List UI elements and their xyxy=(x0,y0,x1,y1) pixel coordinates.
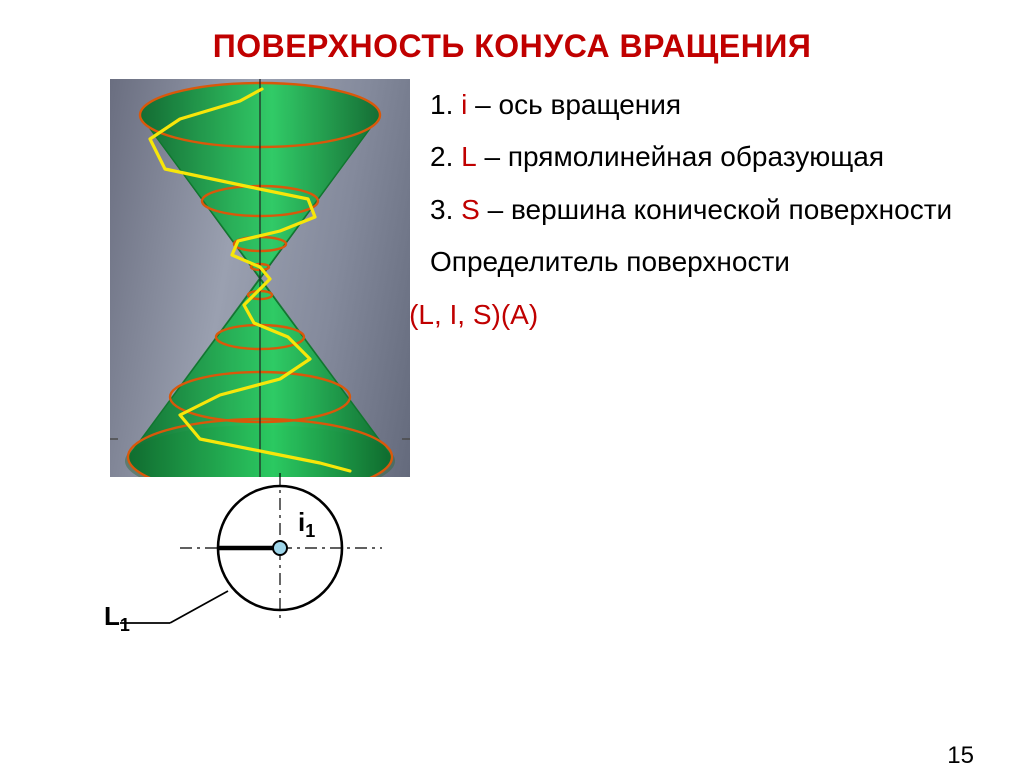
item-number: 1. xyxy=(430,89,461,120)
definition-item: 2. L – прямолинейная образующая xyxy=(430,139,994,175)
item-text: ось вращения xyxy=(499,89,682,120)
plan-svg xyxy=(110,473,410,643)
definition-list: 1. i – ось вращения 2. L – прямолинейная … xyxy=(430,87,994,228)
item-dash: – xyxy=(477,141,508,172)
determinant-formula: Ф (L, I, S)(A) xyxy=(430,297,994,333)
content-row: i1 L1 1. i – ось вращения2. L – прямолин… xyxy=(0,79,1024,643)
item-symbol: S xyxy=(461,194,480,225)
item-dash: – xyxy=(467,89,498,120)
item-text: прямолинейная образующая xyxy=(508,141,884,172)
right-column: 1. i – ось вращения 2. L – прямолинейная … xyxy=(430,79,1024,643)
label-l1-sub: 1 xyxy=(120,615,130,635)
item-symbol: L xyxy=(461,141,477,172)
label-l1: L1 xyxy=(104,601,130,636)
determinant-label: Определитель поверхности xyxy=(430,244,994,280)
left-column: i1 L1 xyxy=(0,79,430,643)
plan-view: i1 L1 xyxy=(110,473,410,643)
item-text: вершина конической поверхности xyxy=(511,194,952,225)
label-l1-main: L xyxy=(104,601,120,631)
cone-3d-figure xyxy=(110,79,410,477)
item-dash: – xyxy=(480,194,511,225)
item-number: 3. xyxy=(430,194,461,225)
label-i1: i1 xyxy=(298,507,315,542)
cone-3d-svg xyxy=(110,79,410,477)
page-number: 15 xyxy=(947,742,974,767)
item-number: 2. xyxy=(430,141,461,172)
page-title: ПОВЕРХНОСТЬ КОНУСА ВРАЩЕНИЯ xyxy=(0,28,1024,65)
label-i1-sub: 1 xyxy=(305,521,315,541)
definition-item: 3. S – вершина конической поверхности xyxy=(430,192,994,228)
definition-item: 1. i – ось вращения xyxy=(430,87,994,123)
